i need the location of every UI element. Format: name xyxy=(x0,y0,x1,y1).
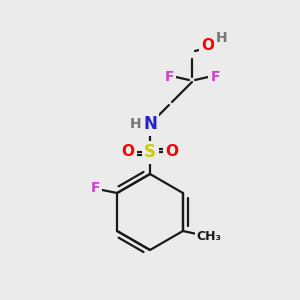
Text: S: S xyxy=(144,143,156,161)
Text: H: H xyxy=(216,31,228,45)
Text: CH₃: CH₃ xyxy=(196,230,221,242)
Text: O: O xyxy=(122,145,134,160)
Text: N: N xyxy=(143,115,157,133)
Text: O: O xyxy=(202,38,214,53)
Text: H: H xyxy=(130,117,142,131)
Text: O: O xyxy=(166,145,178,160)
Text: F: F xyxy=(90,181,100,195)
Text: F: F xyxy=(164,70,174,84)
Text: F: F xyxy=(210,70,220,84)
